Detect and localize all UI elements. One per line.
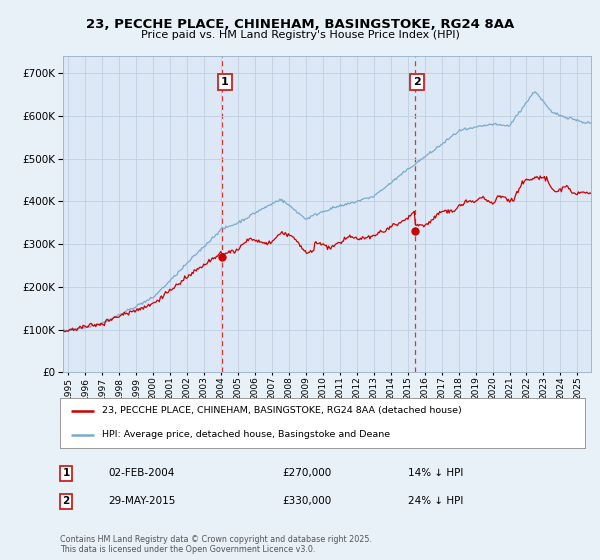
- Text: £270,000: £270,000: [282, 468, 331, 478]
- Text: 29-MAY-2015: 29-MAY-2015: [108, 496, 175, 506]
- Text: HPI: Average price, detached house, Basingstoke and Deane: HPI: Average price, detached house, Basi…: [102, 431, 390, 440]
- Text: Contains HM Land Registry data © Crown copyright and database right 2025.
This d: Contains HM Land Registry data © Crown c…: [60, 535, 372, 554]
- Text: 23, PECCHE PLACE, CHINEHAM, BASINGSTOKE, RG24 8AA: 23, PECCHE PLACE, CHINEHAM, BASINGSTOKE,…: [86, 17, 514, 31]
- Text: 2: 2: [413, 77, 421, 87]
- Text: 24% ↓ HPI: 24% ↓ HPI: [408, 496, 463, 506]
- Text: 02-FEB-2004: 02-FEB-2004: [108, 468, 175, 478]
- Text: 1: 1: [62, 468, 70, 478]
- Text: 14% ↓ HPI: 14% ↓ HPI: [408, 468, 463, 478]
- Text: 1: 1: [221, 77, 229, 87]
- Text: £330,000: £330,000: [282, 496, 331, 506]
- Text: Price paid vs. HM Land Registry's House Price Index (HPI): Price paid vs. HM Land Registry's House …: [140, 30, 460, 40]
- Text: 2: 2: [62, 496, 70, 506]
- Text: 23, PECCHE PLACE, CHINEHAM, BASINGSTOKE, RG24 8AA (detached house): 23, PECCHE PLACE, CHINEHAM, BASINGSTOKE,…: [102, 406, 462, 415]
